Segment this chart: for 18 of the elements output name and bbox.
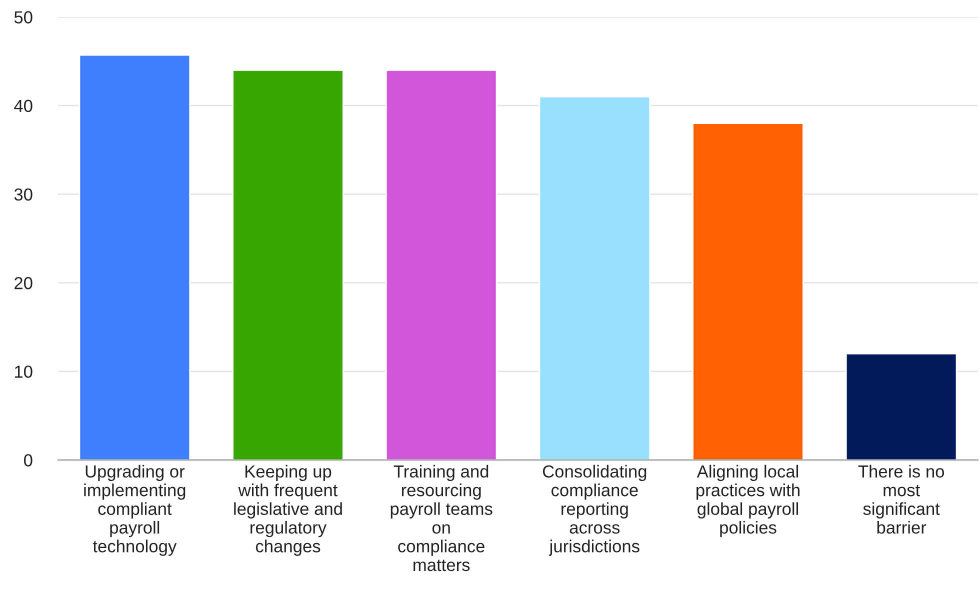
x-tick-label: Consolidating compliance reporting across jurisdictions [542, 464, 646, 556]
x-tick-label: There is no most significant barrier [858, 464, 944, 534]
y-tick-label: 40 [14, 100, 32, 112]
x-tick-label: Aligning local practices with global payroll policies [696, 464, 800, 538]
y-tick-label: 0 [24, 454, 32, 466]
bar [232, 69, 344, 460]
bar [78, 54, 191, 460]
x-tick-label: Upgrading or implementing compliant payroll technology [84, 464, 186, 556]
bar [692, 122, 804, 460]
y-tick-label: 50 [14, 11, 32, 24]
bar [845, 352, 958, 460]
y-tick-label: 30 [14, 188, 32, 201]
bar [385, 69, 498, 460]
x-tick-label: Keeping up with frequent legislative and regulatory changes [234, 464, 342, 556]
bar [538, 96, 651, 460]
y-tick-label: 20 [14, 276, 32, 290]
y-tick-label: 10 [15, 366, 32, 378]
x-tick-label: Training and resourcing payroll teams on compliance matters [390, 464, 492, 572]
